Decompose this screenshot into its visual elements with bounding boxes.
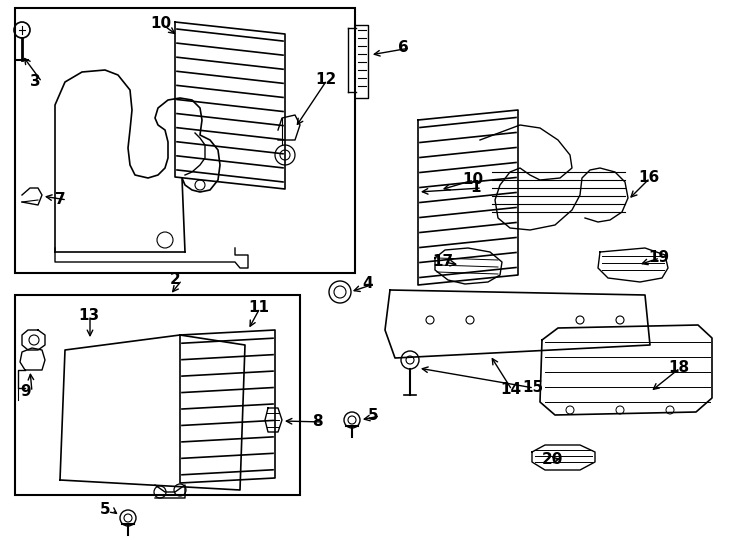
Text: 11: 11 xyxy=(248,300,269,315)
Text: 16: 16 xyxy=(638,171,659,186)
Text: 1: 1 xyxy=(470,180,481,195)
Text: 8: 8 xyxy=(312,415,323,429)
Text: 7: 7 xyxy=(55,192,65,207)
Text: 14: 14 xyxy=(500,382,521,397)
Text: 10: 10 xyxy=(150,17,171,31)
Text: 3: 3 xyxy=(30,75,40,90)
Text: 13: 13 xyxy=(78,308,99,323)
Text: 2: 2 xyxy=(170,273,181,287)
Text: 19: 19 xyxy=(648,251,669,266)
Text: 9: 9 xyxy=(20,384,31,400)
Text: 12: 12 xyxy=(315,72,336,87)
Text: 17: 17 xyxy=(432,254,453,269)
Text: 18: 18 xyxy=(668,361,689,375)
Bar xyxy=(15,295,300,495)
Text: 6: 6 xyxy=(398,40,409,56)
Text: 15: 15 xyxy=(522,381,543,395)
Text: 20: 20 xyxy=(542,453,564,468)
Bar xyxy=(15,8,355,273)
Text: 5: 5 xyxy=(100,503,111,517)
Text: 10: 10 xyxy=(462,172,483,187)
Text: 5: 5 xyxy=(368,408,379,423)
Text: 4: 4 xyxy=(362,276,373,292)
